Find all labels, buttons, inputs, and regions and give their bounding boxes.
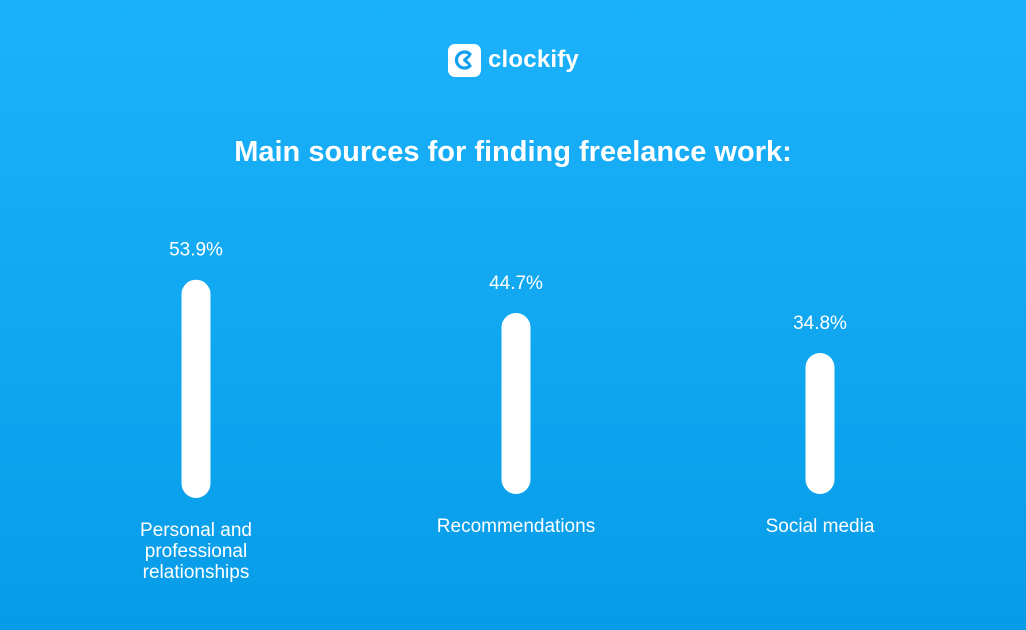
- category-label-line: professional: [144, 541, 248, 562]
- category-label-line: Social media: [765, 516, 875, 537]
- data-label-2: 34.8%: [793, 313, 847, 334]
- category-label-line: relationships: [142, 562, 250, 583]
- brand-name: clockify: [488, 46, 579, 73]
- category-label-2: Social media: [700, 516, 940, 537]
- category-label-0: Personal and professional relationships: [76, 520, 316, 583]
- data-label-1: 44.7%: [489, 273, 543, 294]
- bar-0: [181, 279, 211, 498]
- bar-1: [501, 312, 531, 494]
- bar-2: [805, 353, 835, 494]
- category-label-line: Recommendations: [436, 516, 596, 537]
- category-label-line: Personal and: [140, 520, 252, 541]
- chart-title: Main sources for finding freelance work:: [234, 136, 792, 168]
- data-label-0: 53.9%: [169, 240, 223, 261]
- category-label-1: Recommendations: [396, 516, 636, 537]
- clockify-logo-icon: [448, 43, 481, 77]
- brand-logo: clockify: [448, 43, 579, 77]
